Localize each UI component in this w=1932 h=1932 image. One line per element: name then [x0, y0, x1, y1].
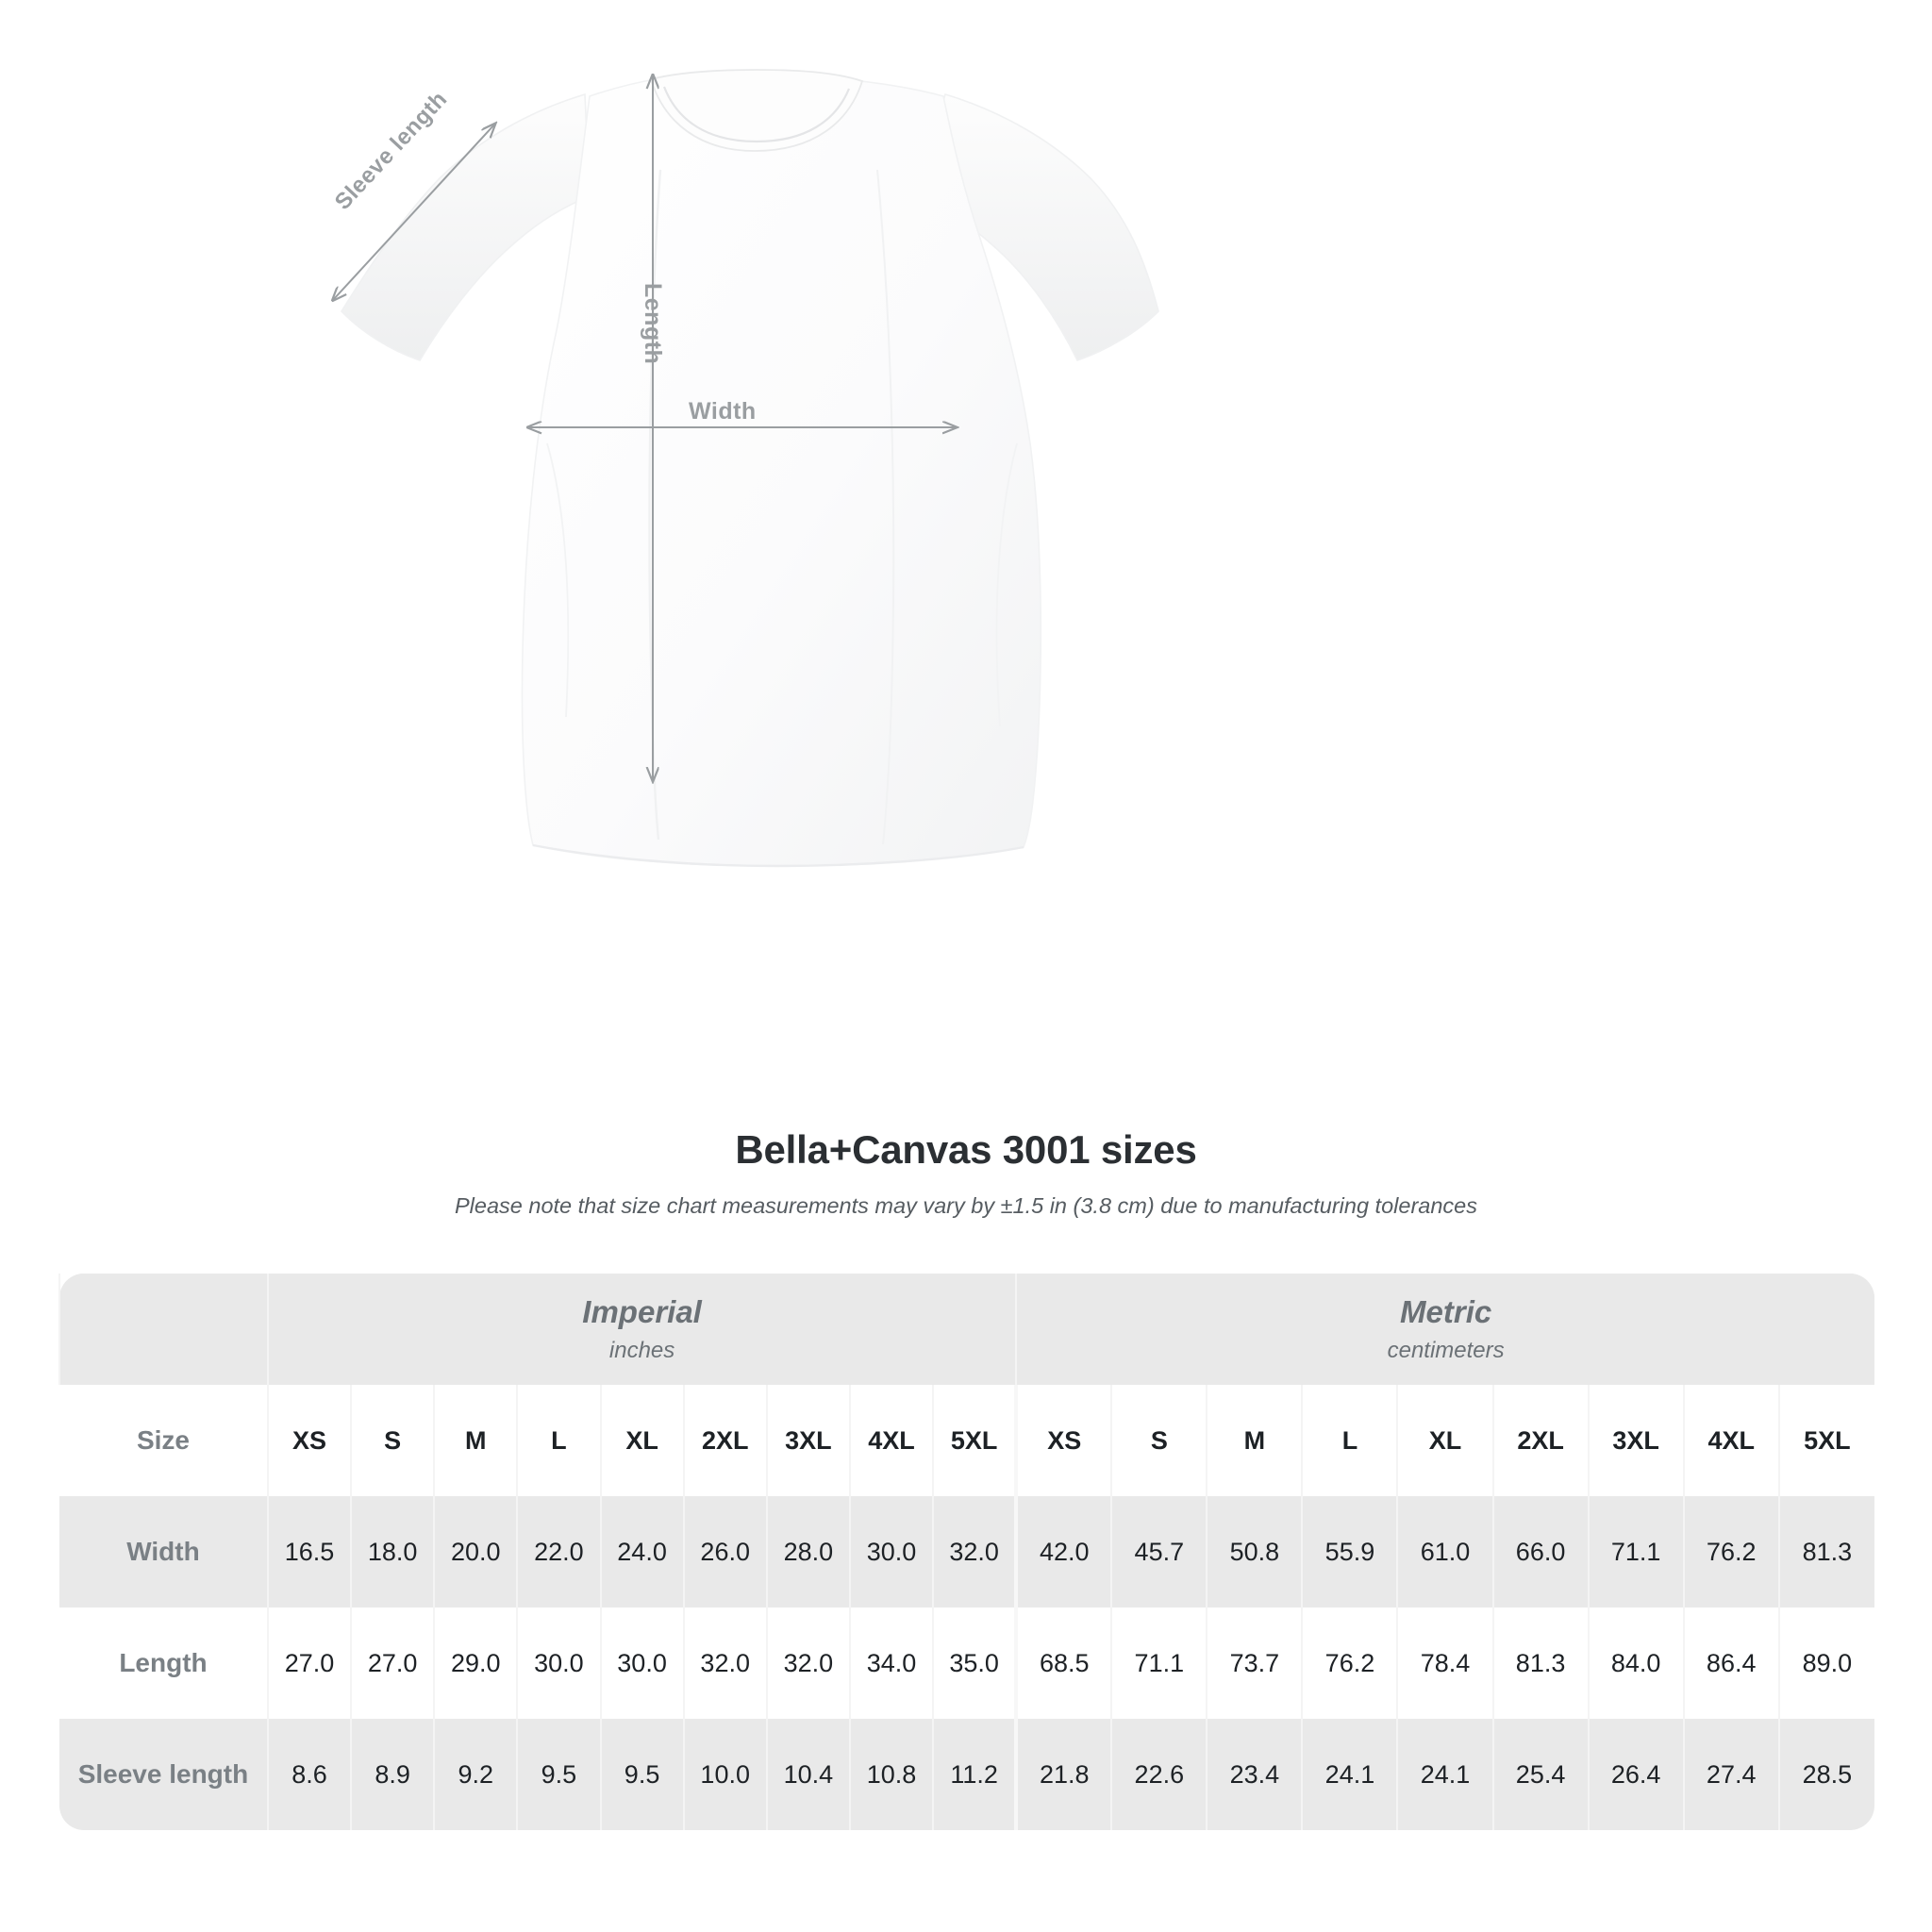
table-row: Sleeve length 8.6 8.9 9.2 9.5 9.5 10.0 1…	[59, 1719, 1874, 1830]
size-col-metric-4xl: 4XL	[1682, 1385, 1779, 1496]
cell-width-metric-2xl: 66.0	[1491, 1496, 1589, 1607]
cell-sleeve-imperial-4xl: 10.8	[848, 1719, 934, 1830]
cell-width-imperial-2xl: 26.0	[682, 1496, 767, 1607]
size-col-metric-3xl: 3XL	[1587, 1385, 1684, 1496]
cell-width-metric-l: 55.9	[1301, 1496, 1398, 1607]
metric-group-header: Metric centimeters	[1015, 1274, 1874, 1385]
tolerance-note: Please note that size chart measurements…	[455, 1193, 1477, 1218]
cell-length-imperial-5xl: 35.0	[932, 1607, 1017, 1719]
size-col-metric-xl: XL	[1396, 1385, 1493, 1496]
cell-width-metric-5xl: 81.3	[1777, 1496, 1874, 1607]
cell-length-imperial-2xl: 32.0	[682, 1607, 767, 1719]
size-col-metric-m: M	[1206, 1385, 1303, 1496]
tshirt-illustration	[0, 69, 1159, 868]
cell-sleeve-imperial-m: 9.2	[433, 1719, 518, 1830]
cell-sleeve-imperial-xs: 8.6	[266, 1719, 352, 1830]
table-row: Length 27.0 27.0 29.0 30.0 30.0 32.0 32.…	[59, 1607, 1874, 1719]
size-col-imperial-xl: XL	[599, 1385, 684, 1496]
cell-length-imperial-4xl: 34.0	[848, 1607, 934, 1719]
cell-width-metric-xl: 61.0	[1396, 1496, 1493, 1607]
cell-sleeve-imperial-s: 8.9	[350, 1719, 435, 1830]
size-col-imperial-3xl: 3XL	[765, 1385, 850, 1496]
cell-length-metric-xs: 68.5	[1014, 1607, 1112, 1719]
sleeve-length-dimension-arrow	[333, 124, 495, 300]
unit-system-header-row: Imperial inches Metric centimeters	[58, 1274, 1874, 1385]
cell-width-metric-3xl: 71.1	[1587, 1496, 1684, 1607]
cell-length-metric-4xl: 86.4	[1682, 1607, 1779, 1719]
size-col-metric-xs: XS	[1014, 1385, 1112, 1496]
page-title: Bella+Canvas 3001 sizes	[735, 1127, 1197, 1172]
cell-width-imperial-xl: 24.0	[599, 1496, 684, 1607]
cell-width-metric-4xl: 76.2	[1682, 1496, 1779, 1607]
cell-length-metric-m: 73.7	[1206, 1607, 1303, 1719]
size-col-metric-l: L	[1301, 1385, 1398, 1496]
cell-sleeve-imperial-xl: 9.5	[599, 1719, 684, 1830]
cell-sleeve-metric-2xl: 25.4	[1491, 1719, 1589, 1830]
imperial-group-header: Imperial inches	[266, 1274, 1017, 1385]
cell-length-imperial-m: 29.0	[433, 1607, 518, 1719]
cell-width-metric-s: 45.7	[1110, 1496, 1208, 1607]
cell-sleeve-metric-4xl: 27.4	[1682, 1719, 1779, 1830]
tshirt-measurement-diagram: Sleeve length Length Width	[0, 69, 1159, 868]
cell-width-imperial-l: 22.0	[516, 1496, 601, 1607]
cell-length-imperial-s: 27.0	[350, 1607, 435, 1719]
metric-system-label: Metric	[1400, 1294, 1492, 1330]
size-col-imperial-m: M	[433, 1385, 518, 1496]
cell-width-imperial-m: 20.0	[433, 1496, 518, 1607]
cell-length-metric-l: 76.2	[1301, 1607, 1398, 1719]
cell-sleeve-imperial-2xl: 10.0	[682, 1719, 767, 1830]
cell-length-imperial-xs: 27.0	[266, 1607, 352, 1719]
size-col-metric-s: S	[1110, 1385, 1208, 1496]
cell-length-imperial-xl: 30.0	[599, 1607, 684, 1719]
metric-unit-label: centimeters	[1387, 1337, 1505, 1363]
cell-length-imperial-l: 30.0	[516, 1607, 601, 1719]
row-label-sleeve-length: Sleeve length	[59, 1719, 268, 1830]
band-spacer	[58, 1274, 268, 1385]
cell-sleeve-metric-xs: 21.8	[1014, 1719, 1112, 1830]
cell-sleeve-imperial-5xl: 11.2	[932, 1719, 1017, 1830]
imperial-unit-label: inches	[608, 1337, 675, 1363]
cell-sleeve-imperial-3xl: 10.4	[765, 1719, 850, 1830]
title-block: Bella+Canvas 3001 sizes Please note that…	[0, 1127, 1932, 1219]
size-chart-table: Imperial inches Metric centimeters Size …	[58, 1274, 1874, 1830]
cell-sleeve-metric-s: 22.6	[1110, 1719, 1208, 1830]
size-col-metric-2xl: 2XL	[1491, 1385, 1589, 1496]
width-label: Width	[689, 398, 757, 425]
cell-width-imperial-4xl: 30.0	[848, 1496, 934, 1607]
cell-width-imperial-3xl: 28.0	[765, 1496, 850, 1607]
cell-length-metric-s: 71.1	[1110, 1607, 1208, 1719]
length-label: Length	[640, 283, 666, 365]
row-label-length: Length	[59, 1607, 268, 1719]
cell-sleeve-metric-3xl: 26.4	[1587, 1719, 1684, 1830]
cell-width-metric-xs: 42.0	[1014, 1496, 1112, 1607]
cell-sleeve-metric-5xl: 28.5	[1777, 1719, 1874, 1830]
cell-sleeve-metric-l: 24.1	[1301, 1719, 1398, 1830]
size-col-metric-5xl: 5XL	[1777, 1385, 1874, 1496]
imperial-system-label: Imperial	[582, 1294, 702, 1330]
cell-length-metric-xl: 78.4	[1396, 1607, 1493, 1719]
row-label-width: Width	[59, 1496, 268, 1607]
size-col-imperial-s: S	[350, 1385, 435, 1496]
cell-sleeve-metric-xl: 24.1	[1396, 1719, 1493, 1830]
cell-sleeve-metric-m: 23.4	[1206, 1719, 1303, 1830]
size-col-imperial-l: L	[516, 1385, 601, 1496]
table-row: Width 16.5 18.0 20.0 22.0 24.0 26.0 28.0…	[59, 1496, 1874, 1607]
cell-width-imperial-5xl: 32.0	[932, 1496, 1017, 1607]
cell-length-metric-2xl: 81.3	[1491, 1607, 1589, 1719]
size-col-imperial-xs: XS	[266, 1385, 352, 1496]
size-header-row: Size XS S M L XL 2XL 3XL 4XL 5XL XS S M …	[59, 1385, 1874, 1496]
row-label-size: Size	[59, 1385, 268, 1496]
cell-length-metric-5xl: 89.0	[1777, 1607, 1874, 1719]
cell-sleeve-imperial-l: 9.5	[516, 1719, 601, 1830]
size-col-imperial-5xl: 5XL	[932, 1385, 1017, 1496]
cell-width-imperial-s: 18.0	[350, 1496, 435, 1607]
size-col-imperial-4xl: 4XL	[848, 1385, 934, 1496]
cell-width-imperial-xs: 16.5	[266, 1496, 352, 1607]
cell-length-metric-3xl: 84.0	[1587, 1607, 1684, 1719]
tshirt-shape	[340, 69, 1159, 868]
cell-width-metric-m: 50.8	[1206, 1496, 1303, 1607]
size-col-imperial-2xl: 2XL	[682, 1385, 767, 1496]
cell-length-imperial-3xl: 32.0	[765, 1607, 850, 1719]
